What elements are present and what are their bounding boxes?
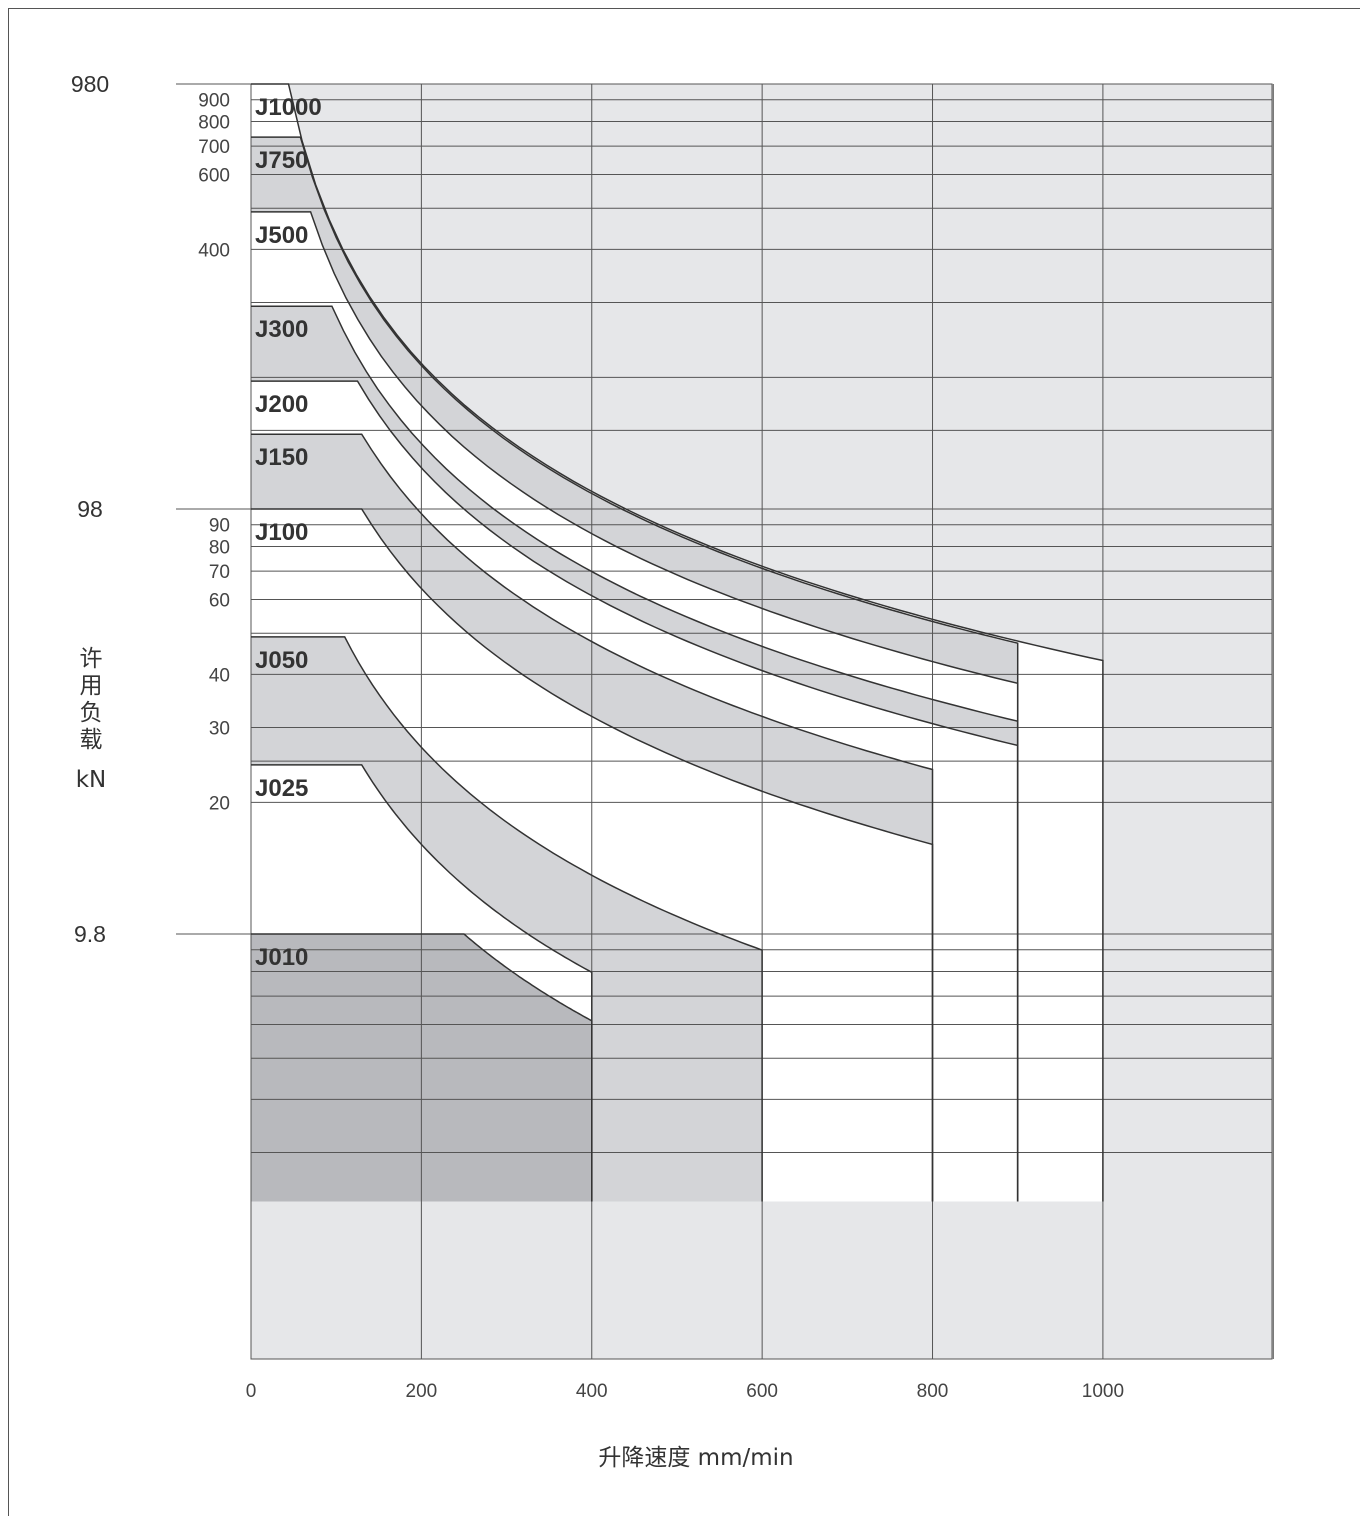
y-minor-label: 40: [209, 665, 230, 686]
y-minor-label: 90: [209, 516, 230, 537]
y-major-label: 980: [71, 71, 109, 97]
x-tick-label: 0: [246, 1381, 257, 1402]
series-label-j300: J300: [255, 316, 308, 343]
y-minor-label: 900: [198, 91, 230, 112]
y-minor-label: 400: [198, 240, 230, 261]
y-minor-label: 600: [198, 166, 230, 187]
curve-j750: [251, 136, 1019, 1202]
y-minor-label: 70: [209, 562, 230, 583]
curve-j010: [251, 933, 593, 1202]
y-axis-title-line: 负: [80, 700, 103, 726]
labels: J1000 J750 J500 J300 J200 J150 J100 J050 J025 J01…: [71, 71, 1124, 1471]
curve-j200: [251, 380, 1019, 1202]
curve-j025: [251, 764, 593, 1202]
series-curves: [251, 83, 1104, 1202]
series-label-j150: J150: [255, 444, 308, 471]
curve-j150: [251, 433, 934, 1202]
x-tick-label: 200: [406, 1381, 438, 1402]
series-label-j100: J100: [255, 519, 308, 546]
series-label-j050: J050: [255, 647, 308, 674]
curve-j500: [251, 211, 1019, 1202]
series-label-j010: J010: [255, 944, 308, 971]
y-major-label: 98: [77, 496, 103, 522]
x-tick-label: 800: [917, 1381, 949, 1402]
y-axis-title-line: 载: [80, 727, 103, 753]
y-minor-label: 800: [198, 112, 230, 133]
y-minor-label: 60: [209, 591, 230, 612]
x-tick-label: 1000: [1082, 1381, 1124, 1402]
x-axis-title: 升降速度 mm/min: [598, 1445, 793, 1471]
y-minor-label: 700: [198, 137, 230, 158]
y-axis-title-line: 用: [80, 673, 103, 699]
curve-j300: [251, 305, 1019, 1202]
series-label-j025: J025: [255, 775, 308, 802]
series-label-j750: J750: [255, 147, 308, 174]
chart-frame: [8, 8, 1360, 1516]
series-label-j500: J500: [255, 222, 308, 249]
plot-border: [250, 83, 1273, 1360]
curve-j100: [251, 508, 934, 1202]
y-axis-title-line: kN: [76, 767, 107, 793]
y-axis-title-line: 许: [80, 646, 103, 672]
y-minor-label: 80: [209, 537, 230, 558]
curve-j1000: [251, 83, 1104, 1202]
x-tick-label: 600: [746, 1381, 778, 1402]
curve-j050: [251, 636, 763, 1202]
series-label-j200: J200: [255, 391, 308, 418]
y-minor-label: 30: [209, 718, 230, 739]
y-minor-label: 20: [209, 793, 230, 814]
y-major-label: 9.8: [74, 921, 106, 947]
x-tick-label: 400: [576, 1381, 608, 1402]
series-label-j1000: J1000: [255, 94, 322, 121]
